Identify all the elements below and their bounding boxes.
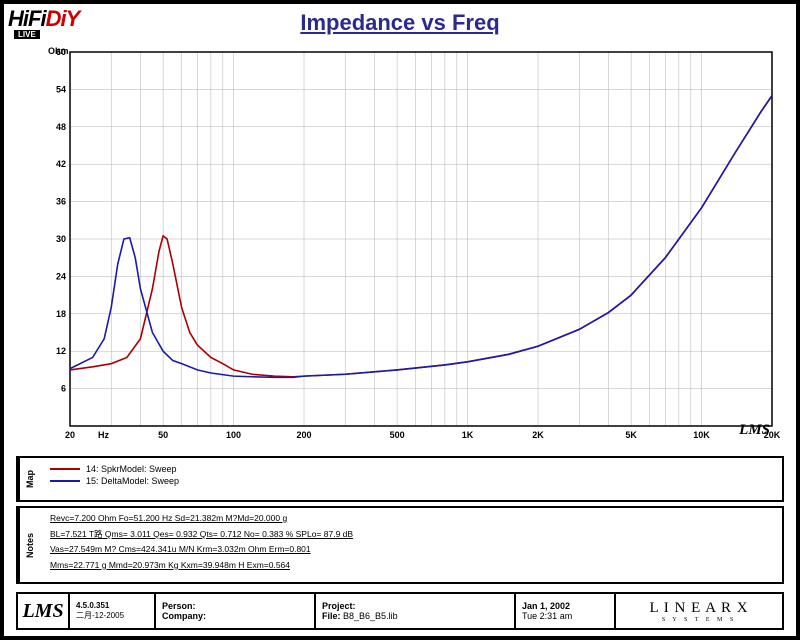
svg-text:5K: 5K xyxy=(625,430,637,440)
svg-text:54: 54 xyxy=(56,84,66,94)
version-number: 4.5.0.351 xyxy=(76,601,148,610)
brand-name: L I N E A R X xyxy=(649,600,748,617)
svg-text:48: 48 xyxy=(56,122,66,132)
footer-lms-logo: LMS xyxy=(18,594,70,628)
legend-label: 14: SpkrModel: Sweep xyxy=(86,464,177,474)
notes-line: Revc=7.200 Ohm Fo=51.200 Hz Sd=21.382m M… xyxy=(50,512,772,526)
footer-version: 4.5.0.351 二月-12-2005 xyxy=(70,594,156,628)
notes-line: Mms=22.771 g Mmd=20.973m Kg Kxm=39.948m … xyxy=(50,559,772,573)
notes-panel: Notes Revc=7.200 Ohm Fo=51.200 Hz Sd=21.… xyxy=(16,506,784,584)
notes-content: Revc=7.200 Ohm Fo=51.200 Hz Sd=21.382m M… xyxy=(40,508,782,582)
svg-text:200: 200 xyxy=(296,430,311,440)
legend-tab: Map xyxy=(18,458,40,500)
svg-text:18: 18 xyxy=(56,309,66,319)
footer-date: Jan 1, 2002 Tue 2:31 am xyxy=(516,594,616,628)
brand-sub: S Y S T E M S xyxy=(662,617,736,623)
svg-text:12: 12 xyxy=(56,346,66,356)
svg-text:6: 6 xyxy=(61,384,66,394)
svg-text:42: 42 xyxy=(56,159,66,169)
svg-text:60: 60 xyxy=(56,47,66,57)
footer-project: Project: File: B8_B6_B5.lib xyxy=(316,594,516,628)
date-line1: Jan 1, 2002 xyxy=(522,601,608,611)
file-value: B8_B6_B5.lib xyxy=(343,611,398,621)
project-label: Project: xyxy=(322,601,508,611)
footer-brand: L I N E A R X S Y S T E M S xyxy=(616,594,782,628)
svg-text:50: 50 xyxy=(158,430,168,440)
legend-label: 15: DeltaModel: Sweep xyxy=(86,476,179,486)
person-label: Person: xyxy=(162,601,196,611)
file-label: File: xyxy=(322,611,341,621)
footer-person: Person: Company: xyxy=(156,594,316,628)
impedance-chart: 6 12 18 24 30 36 42 48 54 60 20 50 100 200 500 1K 2K 5K 10… xyxy=(44,46,782,446)
chart-area: 6 12 18 24 30 36 42 48 54 60 20 50 100 200 500 1K 2K 5K 10… xyxy=(44,46,782,446)
legend-item: 15: DeltaModel: Sweep xyxy=(50,476,772,486)
svg-text:10K: 10K xyxy=(693,430,710,440)
version-date: 二月-12-2005 xyxy=(76,610,148,621)
svg-text:1K: 1K xyxy=(462,430,474,440)
legend-item: 14: SpkrModel: Sweep xyxy=(50,464,772,474)
notes-tab: Notes xyxy=(18,508,40,582)
header: HiFiDiY LIVE Impedance vs Freq xyxy=(4,4,796,44)
svg-text:20: 20 xyxy=(65,430,75,440)
notes-line: Vas=27.549m M? Cms=424.341u M/N Krm=3.03… xyxy=(50,543,772,557)
date-line2: Tue 2:31 am xyxy=(522,611,608,621)
company-label: Company: xyxy=(162,611,206,621)
svg-text:2K: 2K xyxy=(532,430,544,440)
svg-text:100: 100 xyxy=(226,430,241,440)
app-frame: HiFiDiY LIVE Impedance vs Freq Ohm 61218… xyxy=(0,0,800,640)
chart-title: Impedance vs Freq xyxy=(4,10,796,36)
svg-text:30: 30 xyxy=(56,234,66,244)
legend-swatch xyxy=(50,480,80,482)
footer: LMS 4.5.0.351 二月-12-2005 Person: Company… xyxy=(16,592,784,630)
legend-panel: Map 14: SpkrModel: Sweep 15: DeltaModel: … xyxy=(16,456,784,502)
legend-swatch xyxy=(50,468,80,470)
lms-watermark: LMS xyxy=(739,422,770,439)
svg-text:36: 36 xyxy=(56,197,66,207)
notes-line: BL=7.521 T路 Qms= 3.011 Qes= 0.932 Qts= 0… xyxy=(50,528,772,542)
svg-text:Hz: Hz xyxy=(98,430,109,440)
svg-text:500: 500 xyxy=(390,430,405,440)
svg-text:24: 24 xyxy=(56,271,66,281)
legend-content: 14: SpkrModel: Sweep 15: DeltaModel: Swee… xyxy=(40,458,782,500)
